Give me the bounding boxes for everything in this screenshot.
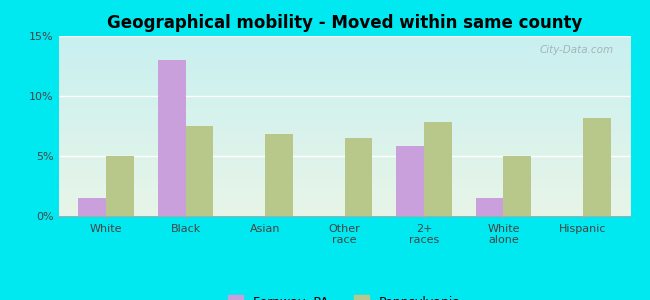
Bar xyxy=(583,118,610,216)
Bar xyxy=(186,126,213,216)
Bar xyxy=(106,156,134,216)
Bar xyxy=(503,156,531,216)
Legend: Fernway, PA, Pennsylvania: Fernway, PA, Pennsylvania xyxy=(228,295,461,300)
Bar xyxy=(396,146,424,216)
Bar xyxy=(344,138,372,216)
Bar xyxy=(158,60,186,216)
Bar xyxy=(424,122,452,216)
Bar xyxy=(79,198,106,216)
Bar xyxy=(476,198,503,216)
Text: City-Data.com: City-Data.com xyxy=(540,45,614,55)
Bar xyxy=(265,134,293,216)
Title: Geographical mobility - Moved within same county: Geographical mobility - Moved within sam… xyxy=(107,14,582,32)
